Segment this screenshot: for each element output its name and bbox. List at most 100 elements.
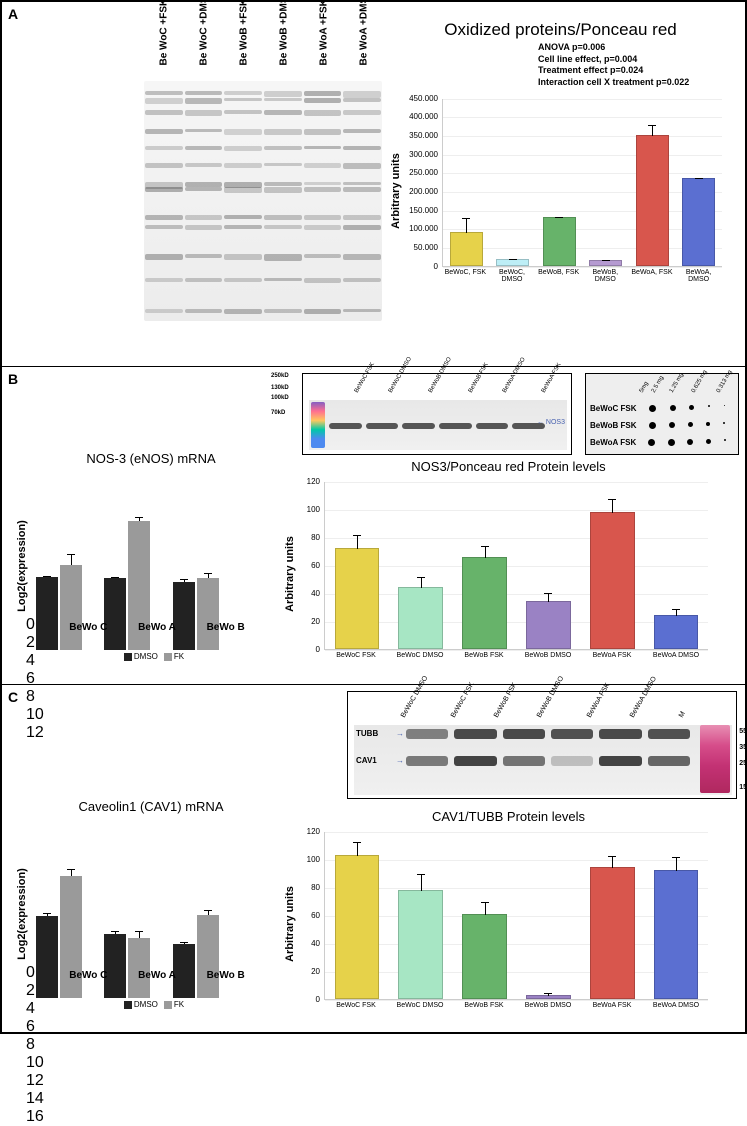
dot [706,422,710,426]
y-tick-label: 14 [26,1090,50,1108]
dot [649,405,656,412]
y-tick-label: 450.000 [388,94,438,103]
bar [36,577,58,650]
bar [590,867,635,999]
chart-a-wrap: Oxidized proteins/Ponceau red ANOVA p=0.… [384,6,741,362]
x-tick-label: BeWoC DMSO [388,1002,452,1009]
y-tick-label: 10 [26,1054,50,1072]
y-tick-label: 12 [26,1072,50,1090]
y-tick-label: 100 [284,505,320,514]
dot [708,405,710,407]
arrow-label: ← NOS3 [537,419,565,426]
y-tick-label: 80 [284,533,320,542]
y-tick-label: 60 [284,561,320,570]
bar [197,915,219,998]
y-tick-label: 400.000 [388,112,438,121]
legend-label: FK [174,652,184,661]
lane-label: BeWoB FSK [493,682,519,719]
chart-b-protein-title: NOS3/Ponceau red Protein levels [284,459,733,474]
y-tick-label: 4 [26,652,50,670]
y-tick-label: 200.000 [388,187,438,196]
mw-marker-label: 35kD [739,744,747,751]
bar [526,995,571,999]
arrow-icon: → [396,756,404,765]
y-tick-label: 20 [284,967,320,976]
dot [706,439,711,444]
bar [462,914,507,999]
x-tick-label: BeWoB, DMSO [582,269,629,283]
ladder-icon [700,725,730,793]
stat-line: Treatment effect p=0.024 [538,65,733,77]
chart-b-mrna-title: NOS-3 (eNOS) mRNA [26,451,276,466]
bar [636,135,669,266]
legend-label: DMSO [134,1000,158,1009]
y-tick-label: 80 [284,883,320,892]
bar [104,578,126,650]
lane-label: BeWoC FSK [450,681,476,719]
bar [104,934,126,998]
bar [654,615,699,649]
mw-marker-label: 70kD [271,410,285,416]
mw-marker-label: 100kD [271,395,289,401]
dot [670,405,676,411]
western-blot-cav1: BeWoC DMSOBeWoC FSKBeWoB FSKBeWoB DMSOBe… [347,691,737,799]
dose-label: 1.25 mg [669,372,685,394]
dose-label: 5mg [639,381,650,394]
y-tick-label: 8 [26,1036,50,1054]
panel-a: A Be WoC +FSKBe WoC +DMSOBe WoB +FSKBe W… [1,1,746,367]
y-tick-label: 0 [388,262,438,271]
lane-label: BeWoB FSK [468,362,490,394]
dot [669,422,675,428]
legend-dmso-fk: DMSO FK [26,1000,276,1009]
chart-b-mrna-wrap: NOS-3 (eNOS) mRNA Log2(expression) 02468… [6,371,276,680]
dot [649,422,656,429]
x-tick-label: BeWoA DMSO [644,1002,708,1009]
chart-c-protein-title: CAV1/TUBB Protein levels [284,809,733,824]
y-tick-label: 50.000 [388,243,438,252]
chart-a-stats: ANOVA p=0.006Cell line effect, p=0.004Tr… [388,42,733,89]
dose-label: 0.313 mg [716,369,734,394]
dose-label: 2.5 mg [650,375,664,394]
dot [668,439,675,446]
bar [450,232,483,266]
legend-label: DMSO [134,652,158,661]
x-tick-label: BeWoA, DMSO [675,269,722,283]
y-tick-label: 120 [284,477,320,486]
chart-b-protein-ylabel: Arbitrary units [284,536,296,612]
y-tick-label: 0 [284,995,320,1004]
lane-label: Be WoB +DMSO [279,26,290,66]
x-tick-label: BeWoB DMSO [516,1002,580,1009]
bar [335,548,380,649]
x-tick-label: BeWoC FSK [324,652,388,659]
x-tick-label: BeWo C [54,970,123,981]
panel-b-label: B [8,371,18,387]
x-tick-label: BeWoA DMSO [644,652,708,659]
y-tick-label: 120 [284,827,320,836]
mw-marker-label: 15kD [739,784,747,791]
chart-c-mrna-wrap: Caveolin1 (CAV1) mRNA Log2(expression) 0… [6,689,276,1028]
y-tick-label: 150.000 [388,206,438,215]
ladder-icon [311,402,325,448]
mw-marker-label: 55kD [739,728,747,735]
bar [128,938,150,998]
y-tick-label: 350.000 [388,131,438,140]
y-tick-label: 4 [26,1000,50,1018]
x-tick-label: BeWoC, DMSO [489,269,536,283]
dot [724,405,725,406]
dotblot-row-label: BeWoB FSK [586,421,642,430]
x-tick-label: BeWoB DMSO [516,652,580,659]
legend-label: FK [174,1000,184,1009]
x-tick-label: BeWoB, FSK [535,269,582,283]
x-tick-label: BeWo B [191,622,260,633]
y-tick-label: 60 [284,911,320,920]
wb-row-label: TUBB [356,729,378,738]
y-tick-label: 0 [284,645,320,654]
dotblot-row-label: BeWoC FSK [586,404,642,413]
x-tick-label: BeWo B [191,970,260,981]
x-tick-label: BeWoC DMSO [388,652,452,659]
x-tick-label: BeWoA FSK [580,1002,644,1009]
figure: A Be WoC +FSKBe WoC +DMSOBe WoB +FSKBe W… [0,0,747,1034]
bar [197,578,219,650]
lane-label: BeWoA FSK [586,682,611,719]
dot [689,405,694,410]
